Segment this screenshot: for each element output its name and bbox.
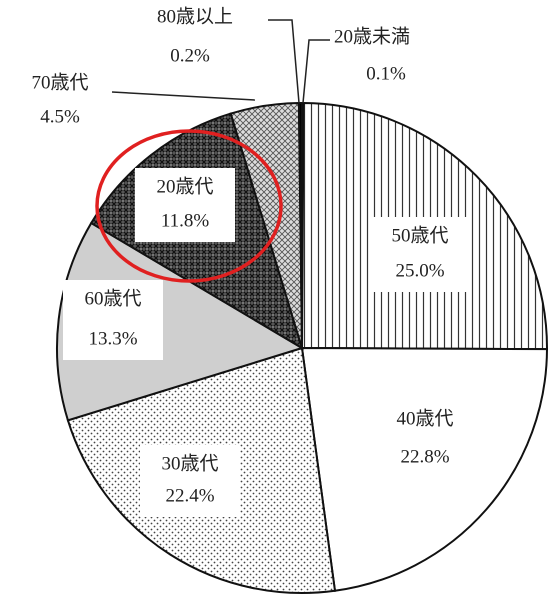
highlight-circle (95, 129, 283, 283)
slice-percent: 13.3% (88, 328, 137, 349)
slice-percent: 0.1% (366, 63, 406, 84)
pie-slice (297, 101, 303, 349)
slice-name: 20歳未満 (334, 25, 410, 47)
label-box (135, 168, 235, 242)
slice-percent: 22.8% (400, 446, 449, 467)
leader-line (111, 91, 256, 101)
leader-lines (111, 19, 330, 104)
slice-name: 80歳以上 (157, 5, 233, 27)
label-box (63, 280, 163, 360)
slice-name: 50歳代 (391, 224, 448, 246)
leader-line (302, 39, 330, 104)
pie-slice (56, 221, 305, 422)
slice-name: 20歳代 (156, 175, 213, 197)
slice-name: 70歳代 (31, 71, 88, 93)
label-box (370, 217, 470, 292)
pie-slice (300, 346, 549, 592)
slice-percent: 22.4% (165, 485, 214, 506)
slice-percent: 4.5% (40, 106, 80, 127)
labels: 20歳未満 0.1% 50歳代 25.0% 40歳代 22.8% 30歳代 22.4% 60歳代… (31, 5, 470, 517)
slice-percent: 25.0% (395, 260, 444, 281)
label-box (140, 445, 240, 517)
leader-line (268, 19, 300, 104)
slice-percent: 0.2% (170, 45, 210, 66)
slice-name: 30歳代 (161, 452, 218, 474)
slice-name: 60歳代 (84, 287, 141, 309)
slice-percent: 11.8% (161, 210, 210, 231)
slice-name: 40歳代 (396, 407, 453, 429)
